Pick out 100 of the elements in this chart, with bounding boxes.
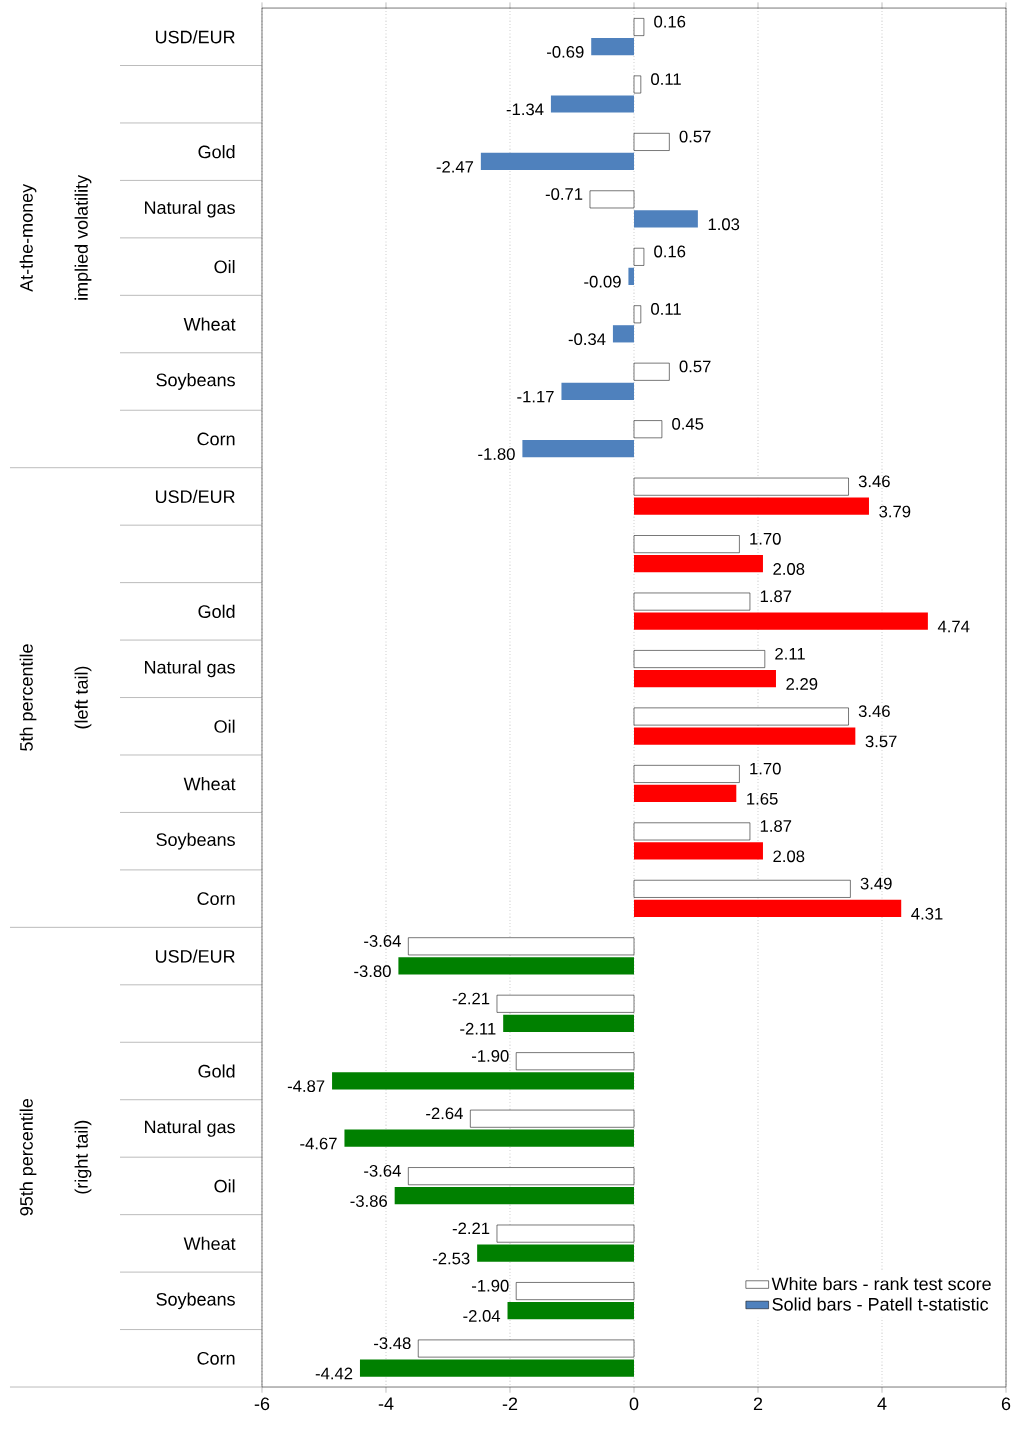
bar — [633, 707, 849, 726]
data-label: -1.34 — [506, 103, 544, 116]
bar — [344, 1129, 634, 1147]
bar — [550, 95, 634, 113]
y-tick-label: Natural gas — [145, 660, 235, 678]
bar — [408, 1167, 635, 1186]
bar — [480, 152, 634, 171]
text: (left tail) — [74, 666, 92, 729]
data-label: 4.74 — [937, 620, 970, 633]
text: (right tail) — [74, 1120, 92, 1194]
x-tick-label: -6 — [254, 1397, 270, 1411]
y-tick-label: Gold — [198, 1064, 235, 1078]
bar — [408, 937, 635, 956]
data-label: -0.71 — [545, 188, 583, 200]
y-tick-label: Gold — [198, 604, 235, 618]
data-label: -1.80 — [478, 448, 515, 460]
data-label: -3.48 — [374, 1337, 411, 1350]
legend-label: White bars - rank test score — [771, 1277, 991, 1291]
data-label: -2.47 — [436, 160, 474, 173]
bar — [612, 325, 634, 343]
y-tick-label: Soybeans — [156, 1292, 235, 1310]
data-label: 0.57 — [679, 360, 711, 373]
data-label: -2.11 — [460, 1022, 496, 1035]
data-label: -4.67 — [300, 1137, 337, 1150]
y-tick-label: Natural gas — [145, 200, 235, 218]
data-label: 2.11 — [775, 647, 805, 660]
y-tick-label: Corn — [197, 432, 235, 446]
data-label: 1.70 — [750, 532, 781, 545]
bar — [470, 1109, 635, 1128]
bar — [634, 497, 869, 515]
data-label: 0.11 — [651, 73, 681, 86]
data-label: -0.34 — [568, 333, 606, 346]
bar — [634, 612, 928, 630]
y-tick-label: Soybeans — [156, 373, 235, 390]
bar — [507, 1301, 634, 1320]
data-label: 3.46 — [858, 705, 890, 718]
text: At-the-money — [19, 183, 37, 292]
data-label: -3.64 — [364, 935, 401, 947]
data-label: 0.16 — [654, 245, 686, 258]
data-label: -0.09 — [584, 275, 621, 288]
data-label: 1.65 — [747, 792, 778, 805]
bar — [633, 477, 849, 496]
bar — [496, 1224, 635, 1243]
bar — [633, 18, 645, 36]
y-tick-label: Wheat — [183, 1236, 236, 1250]
data-label: 2.29 — [786, 678, 818, 690]
x-tick-label: 4 — [877, 1397, 887, 1410]
data-label: -3.80 — [354, 965, 391, 978]
bar — [633, 362, 670, 381]
data-label: 1.70 — [750, 762, 781, 775]
bar — [633, 879, 851, 898]
y-tick-label: Wheat — [183, 777, 236, 791]
bar — [398, 957, 634, 975]
bar — [634, 842, 763, 860]
bar — [496, 994, 635, 1013]
bar — [633, 75, 642, 94]
bar — [359, 1359, 634, 1377]
data-label: -0.69 — [547, 45, 584, 58]
x-tick-label: 6 — [1001, 1397, 1011, 1411]
data-label: 1.03 — [708, 218, 740, 231]
y-tick-label: Oil — [214, 259, 235, 274]
data-label: -3.64 — [364, 1164, 401, 1177]
bar — [477, 1244, 634, 1262]
bar — [634, 555, 763, 573]
bar — [633, 822, 751, 841]
bar — [417, 1339, 635, 1358]
data-label: -3.86 — [350, 1195, 388, 1207]
x-tick-label: 0 — [629, 1397, 639, 1411]
bar — [503, 1014, 634, 1032]
data-label: -2.53 — [432, 1252, 470, 1265]
data-label: 1.87 — [760, 820, 792, 832]
bar — [394, 1187, 634, 1205]
x-tick-label: 2 — [753, 1397, 763, 1410]
data-label: -1.90 — [472, 1279, 509, 1292]
data-label: -2.21 — [452, 1222, 490, 1235]
y-tick-label: Corn — [197, 892, 235, 905]
bar — [633, 765, 740, 783]
data-label: 2.08 — [773, 850, 805, 863]
bar — [634, 210, 698, 228]
data-label: -2.04 — [463, 1310, 501, 1322]
data-label: 1.87 — [760, 590, 792, 603]
bar — [633, 535, 740, 554]
legend-label: Solid bars - Patell t-statistic — [772, 1297, 989, 1311]
data-label: 3.79 — [879, 505, 911, 518]
y-tick-label: Gold — [198, 145, 235, 159]
data-label: 2.08 — [773, 563, 805, 575]
y-tick-label: Oil — [214, 719, 235, 733]
bar — [522, 440, 634, 458]
data-label: 0.16 — [654, 15, 686, 28]
data-label: 4.31 — [911, 907, 943, 920]
data-label: 0.11 — [651, 303, 681, 315]
bar — [633, 133, 670, 151]
data-label: -1.17 — [517, 390, 554, 403]
bar — [633, 247, 645, 266]
bar — [589, 190, 635, 209]
x-tick-label: -4 — [378, 1397, 394, 1410]
bar — [515, 1052, 635, 1071]
bar — [591, 37, 634, 56]
bar — [561, 382, 634, 400]
data-label: -2.64 — [426, 1107, 463, 1120]
